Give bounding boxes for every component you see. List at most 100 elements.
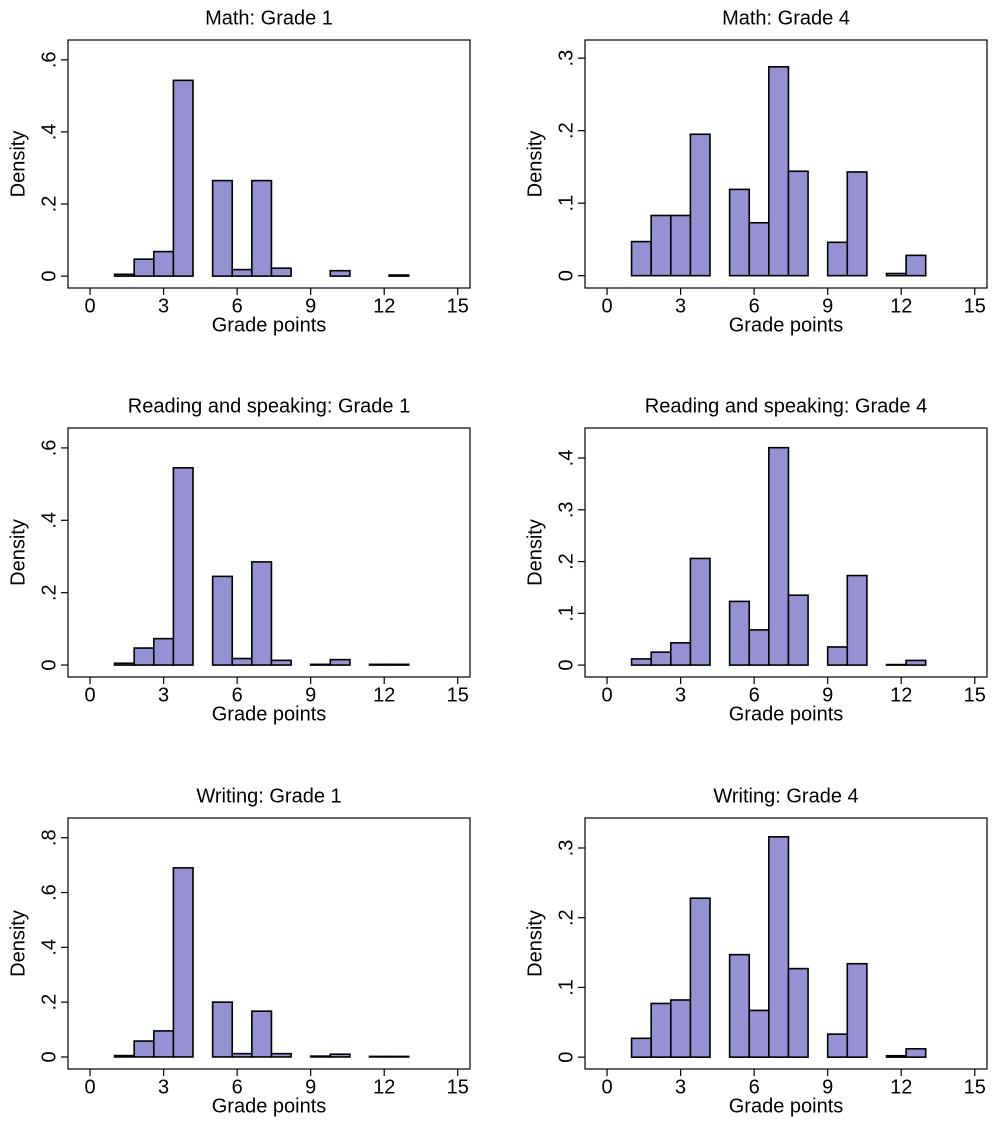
bar [846, 574, 868, 666]
y-tick-label: 0 [555, 270, 577, 281]
bar [309, 663, 332, 666]
x-tick-label: 12 [890, 1076, 912, 1098]
bar [152, 637, 175, 666]
chart-title: Writing: Grade 4 [713, 785, 858, 807]
x-tick-label: 6 [232, 684, 243, 706]
bar [826, 1033, 849, 1058]
bar [768, 446, 790, 666]
bar [231, 268, 253, 277]
bar [251, 179, 273, 277]
bar [728, 600, 751, 666]
bar [748, 221, 770, 277]
bar [846, 171, 868, 277]
y-tick-label: .1 [555, 195, 577, 212]
bar [787, 594, 809, 666]
y-tick-label: .2 [38, 994, 60, 1011]
bar [905, 254, 927, 277]
bar [368, 1055, 390, 1058]
x-tick-label: 3 [158, 684, 169, 706]
bar [905, 1047, 927, 1058]
x-tick-label: 12 [373, 1076, 395, 1098]
x-tick-label: 12 [373, 295, 395, 317]
x-tick-label: 15 [447, 295, 469, 317]
y-tick-label: .6 [38, 440, 60, 457]
bar [152, 1030, 175, 1058]
y-axis-label: Density [7, 131, 29, 198]
x-axis-label: Grade points [212, 1095, 327, 1117]
x-tick-label: 3 [675, 1076, 686, 1098]
x-axis-label: Grade points [212, 314, 327, 336]
bar [630, 1037, 652, 1058]
plot-frame [67, 39, 471, 289]
x-tick-label: 12 [890, 684, 912, 706]
x-tick-label: 6 [232, 295, 243, 317]
y-tick-label: .2 [555, 122, 577, 139]
y-tick-label: 0 [555, 660, 577, 671]
x-tick-label: 0 [84, 295, 95, 317]
bar [630, 658, 652, 666]
bar [113, 1054, 135, 1058]
bar [748, 1009, 770, 1058]
y-tick-label: .6 [38, 884, 60, 901]
x-tick-label: 3 [158, 1076, 169, 1098]
bar [905, 659, 927, 666]
bar [787, 170, 809, 277]
bar [270, 267, 292, 277]
x-tick-label: 12 [373, 684, 395, 706]
y-tick-label: .4 [38, 124, 60, 141]
bar [669, 999, 692, 1058]
y-tick-label: .3 [555, 50, 577, 67]
bar [768, 66, 790, 277]
plot-frame [584, 427, 988, 678]
bar [172, 79, 194, 277]
x-tick-label: 15 [447, 1076, 469, 1098]
bar [211, 179, 234, 277]
y-axis-label: Density [7, 910, 29, 977]
plot-frame [584, 817, 988, 1070]
bar [728, 953, 751, 1058]
bar [650, 1002, 672, 1058]
bar [748, 629, 770, 666]
bar [669, 214, 692, 277]
bar [388, 274, 410, 277]
bar [728, 188, 751, 277]
y-tick-label: .4 [38, 939, 60, 956]
bar [251, 1010, 273, 1058]
x-tick-label: 9 [822, 684, 833, 706]
bar [630, 240, 652, 277]
chart-title: Reading and speaking: Grade 1 [128, 395, 410, 417]
bar [388, 663, 410, 666]
x-tick-label: 3 [158, 295, 169, 317]
y-tick-label: .1 [555, 979, 577, 996]
y-tick-label: .3 [555, 501, 577, 518]
y-tick-label: .4 [38, 512, 60, 529]
bar [113, 273, 135, 277]
y-tick-label: .2 [555, 553, 577, 570]
x-axis-label: Grade points [729, 314, 844, 336]
chart-title: Reading and speaking: Grade 4 [645, 395, 927, 417]
y-tick-label: 0 [38, 1051, 60, 1062]
x-tick-label: 0 [601, 684, 612, 706]
x-tick-label: 15 [447, 684, 469, 706]
y-tick-label: 0 [38, 659, 60, 670]
x-tick-label: 15 [964, 684, 986, 706]
bar [270, 1052, 292, 1058]
bar [885, 1054, 907, 1058]
x-tick-label: 0 [84, 684, 95, 706]
bar [211, 1001, 234, 1058]
chart-title: Math: Grade 4 [722, 7, 850, 29]
y-tick-label: .4 [555, 450, 577, 467]
bar [388, 1055, 410, 1058]
bar [211, 575, 234, 666]
bar [329, 658, 351, 666]
x-tick-label: 0 [601, 1076, 612, 1098]
bar [133, 647, 155, 666]
x-tick-label: 0 [84, 1076, 95, 1098]
bar [251, 561, 273, 666]
bar [270, 659, 292, 666]
bar [172, 867, 194, 1058]
bar [768, 836, 790, 1058]
x-tick-label: 9 [305, 295, 316, 317]
y-tick-label: 0 [555, 1052, 577, 1063]
bar [152, 250, 175, 277]
